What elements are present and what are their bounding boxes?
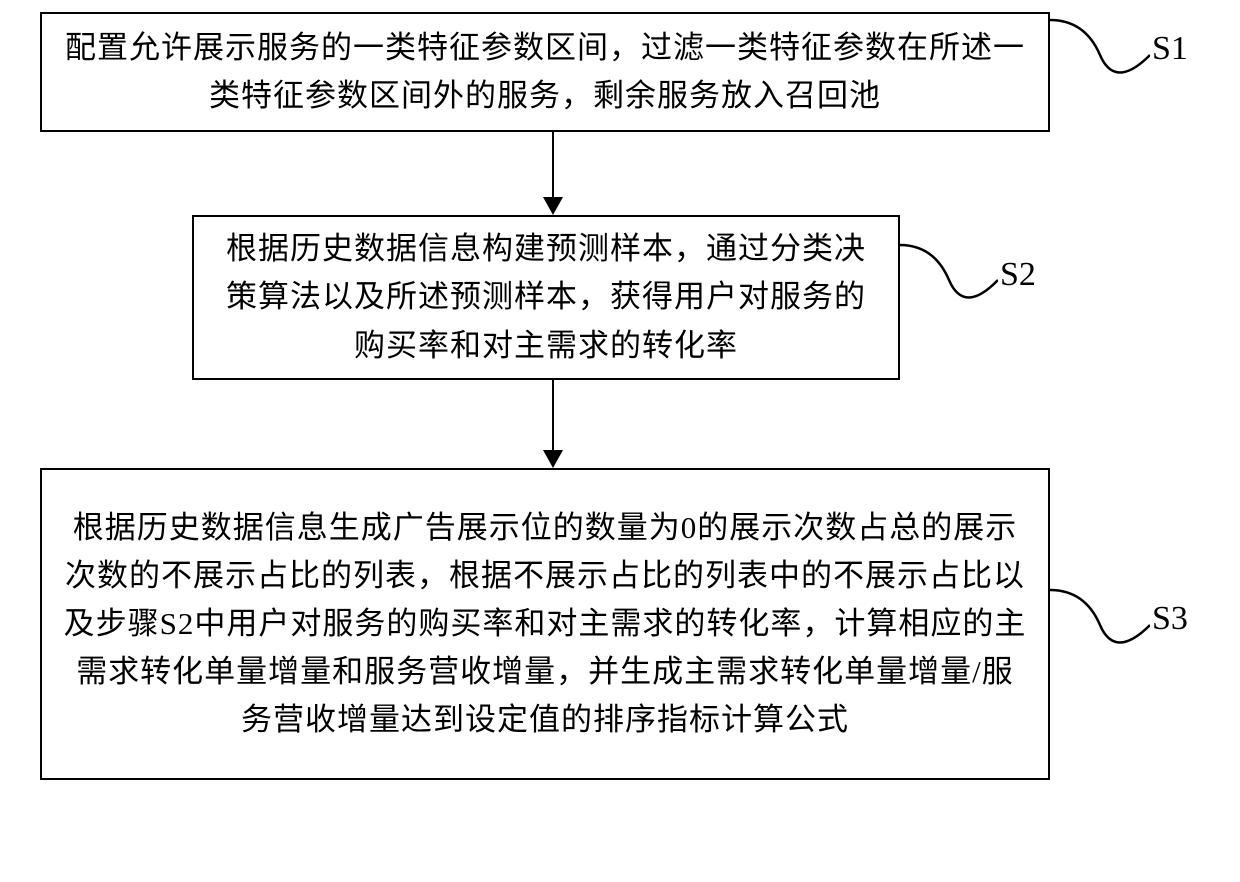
flowchart-node-s3: 根据历史数据信息生成广告展示位的数量为0的展示次数占总的展示次数的不展示占比的列… (40, 468, 1050, 780)
step-label-s2: S2 (1000, 256, 1036, 294)
curve-connector-s2 (900, 240, 998, 320)
step-label-s1: S1 (1152, 30, 1188, 68)
node-text-s2: 根据历史数据信息构建预测样本，通过分类决策算法以及所述预测样本，获得用户对服务的… (214, 225, 878, 369)
arrow-line (552, 132, 554, 198)
arrow-s1-s2 (543, 132, 563, 215)
node-text-s3: 根据历史数据信息生成广告展示位的数量为0的展示次数占总的展示次数的不展示占比的列… (62, 504, 1028, 744)
step-label-s3: S3 (1152, 600, 1188, 638)
arrow-head (543, 197, 563, 215)
node-text-s1: 配置允许展示服务的一类特征参数区间，过滤一类特征参数在所述一类特征参数区间外的服… (62, 24, 1028, 120)
arrow-line (552, 380, 554, 451)
curve-connector-s3 (1050, 585, 1150, 665)
flowchart-node-s2: 根据历史数据信息构建预测样本，通过分类决策算法以及所述预测样本，获得用户对服务的… (192, 215, 900, 380)
curve-connector-s1 (1050, 15, 1150, 95)
arrow-head (543, 450, 563, 468)
arrow-s2-s3 (543, 380, 563, 468)
flowchart-node-s1: 配置允许展示服务的一类特征参数区间，过滤一类特征参数在所述一类特征参数区间外的服… (40, 12, 1050, 132)
